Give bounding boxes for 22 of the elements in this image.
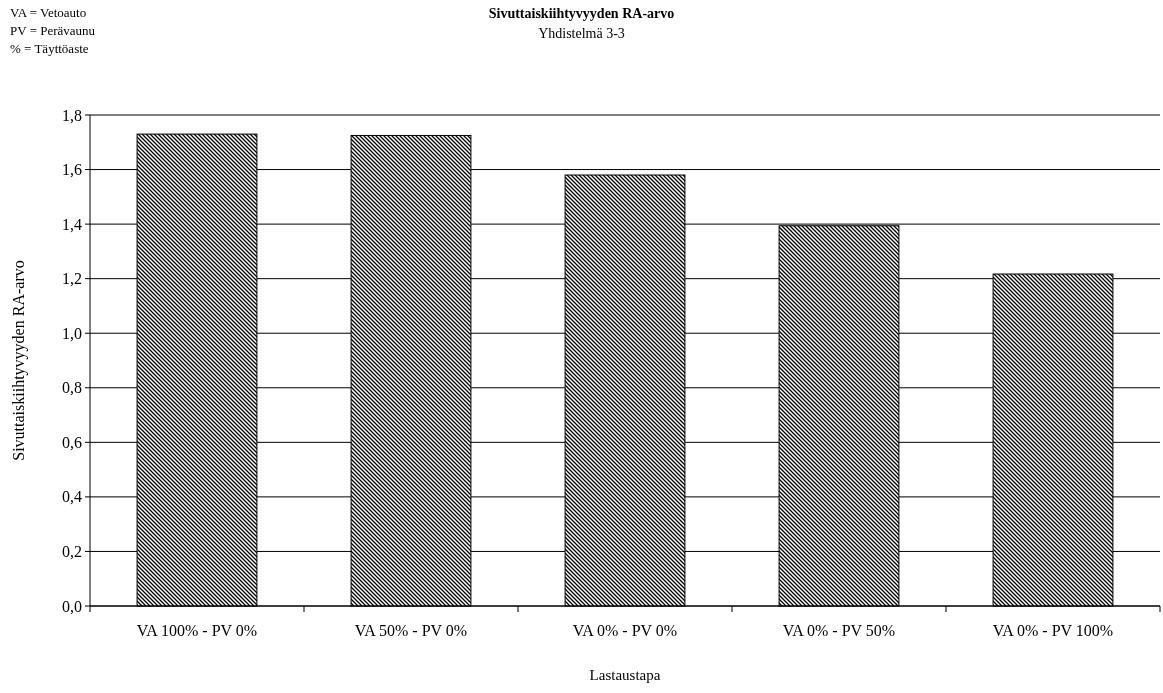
y-axis-title: Sivuttaiskiihtyvyyden RA-arvo: [10, 260, 28, 461]
y-tick-label: 0,4: [62, 488, 82, 506]
y-tick-label: 0,8: [62, 379, 82, 397]
y-tick-label: 0,6: [62, 433, 82, 451]
x-tick-label: VA 100% - PV 0%: [136, 622, 258, 639]
text: VA = Vetoauto: [10, 5, 87, 20]
x-tick-label: VA 0% - PV 50%: [782, 622, 896, 639]
chart-title: Sivuttaiskiihtyvyyden RA-arvo: [488, 6, 675, 21]
x-tick-label: VA 50% - PV 0%: [354, 622, 468, 639]
chart-subtitle: Yhdistelmä 3-3: [538, 26, 625, 41]
y-tick-label: 1,4: [62, 215, 82, 233]
x-axis-title: Lastaustapa: [589, 667, 661, 683]
y-tick-label: 1,8: [62, 106, 82, 124]
y-tick-label: 0,2: [62, 543, 82, 561]
text: PV = Perävaunu: [10, 23, 96, 38]
x-tick-label: VA 0% - PV 0%: [572, 622, 678, 639]
x-tick-label: VA 0% - PV 100%: [992, 622, 1114, 639]
y-tick-label: 1,2: [62, 270, 82, 288]
y-tick-label: 0,0: [62, 597, 82, 615]
text: % = Täyttöaste: [10, 41, 89, 56]
y-tick-label: 1,0: [62, 324, 82, 342]
y-tick-label: 1,6: [62, 161, 82, 179]
